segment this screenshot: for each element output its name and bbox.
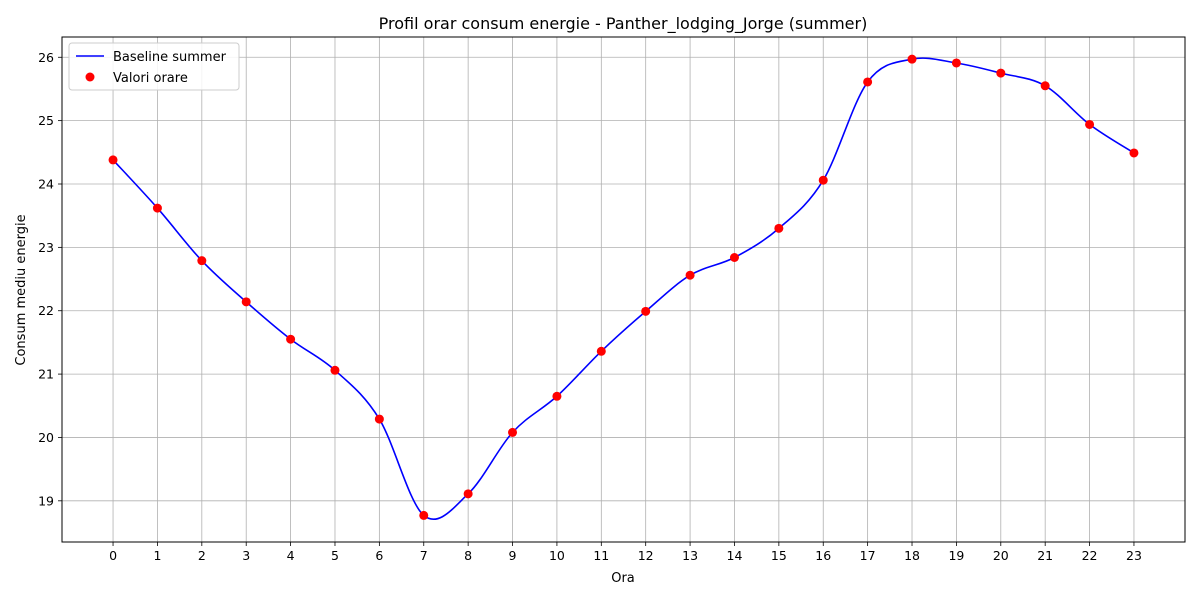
hourly-point bbox=[330, 365, 340, 375]
x-tick-label: 18 bbox=[904, 548, 920, 563]
grid bbox=[62, 37, 1185, 542]
plot-frame bbox=[61, 36, 1186, 543]
x-tick-label: 20 bbox=[993, 548, 1009, 563]
x-tick-label: 12 bbox=[638, 548, 654, 563]
x-tick-label: 0 bbox=[109, 548, 117, 563]
x-tick-label: 2 bbox=[198, 548, 206, 563]
x-tick-label: 17 bbox=[860, 548, 876, 563]
x-tick-label: 3 bbox=[242, 548, 250, 563]
hourly-point bbox=[818, 175, 828, 185]
legend: Baseline summer Valori orare bbox=[68, 42, 240, 91]
hourly-point bbox=[552, 391, 562, 401]
hourly-point bbox=[241, 297, 251, 307]
x-tick-label: 15 bbox=[771, 548, 787, 563]
y-axis-label: Consum mediu energie bbox=[14, 214, 29, 365]
y-tick-label: 23 bbox=[38, 240, 54, 255]
y-tick-label: 19 bbox=[38, 493, 54, 508]
x-axis-ticks: 0 1 2 3 4 5 6 7 8 9 10 11 12 13 14 15 16 17 18 19 20 21 22 23 bbox=[109, 542, 1142, 563]
y-tick-label: 24 bbox=[38, 177, 54, 192]
hourly-point bbox=[729, 253, 739, 263]
x-tick-label: 9 bbox=[509, 548, 517, 563]
baseline-line bbox=[112, 57, 1135, 521]
hourly-point bbox=[152, 203, 162, 213]
hourly-point bbox=[596, 346, 606, 356]
hourly-point bbox=[1040, 81, 1050, 91]
x-tick-label: 16 bbox=[815, 548, 831, 563]
x-tick-label: 4 bbox=[287, 548, 295, 563]
x-tick-label: 1 bbox=[153, 548, 161, 563]
hourly-point bbox=[863, 77, 873, 87]
x-tick-label: 11 bbox=[593, 548, 609, 563]
y-tick-label: 20 bbox=[38, 430, 54, 445]
hourly-point bbox=[419, 510, 429, 520]
x-tick-label: 7 bbox=[420, 548, 428, 563]
hourly-point bbox=[1085, 119, 1095, 129]
hourly-point bbox=[774, 223, 784, 233]
x-tick-label: 6 bbox=[375, 548, 383, 563]
legend-label-baseline: Baseline summer bbox=[113, 50, 227, 65]
x-tick-label: 13 bbox=[682, 548, 698, 563]
x-tick-label: 22 bbox=[1082, 548, 1098, 563]
x-tick-label: 23 bbox=[1126, 548, 1142, 563]
hourly-point bbox=[907, 54, 917, 64]
hourly-point bbox=[374, 414, 384, 424]
x-tick-label: 8 bbox=[464, 548, 472, 563]
x-tick-label: 14 bbox=[727, 548, 743, 563]
legend-box bbox=[68, 42, 240, 91]
y-tick-label: 25 bbox=[38, 113, 54, 128]
hourly-point bbox=[286, 334, 296, 344]
hourly-point bbox=[685, 270, 695, 280]
y-tick-label: 21 bbox=[38, 367, 54, 382]
y-tick-label: 26 bbox=[38, 50, 54, 65]
x-tick-label: 10 bbox=[549, 548, 565, 563]
x-tick-label: 19 bbox=[948, 548, 964, 563]
hourly-point bbox=[508, 427, 518, 437]
legend-point-swatch bbox=[85, 72, 95, 82]
hourly-point bbox=[641, 306, 651, 316]
hourly-point bbox=[996, 68, 1006, 78]
x-axis-label: Ora bbox=[611, 571, 635, 586]
hourly-point bbox=[197, 256, 207, 266]
baseline-series bbox=[112, 57, 1135, 521]
chart-title: Profil orar consum energie - Panther_lod… bbox=[379, 14, 868, 34]
y-axis-ticks: 19 20 21 22 23 24 25 26 bbox=[38, 50, 62, 508]
y-tick-label: 22 bbox=[38, 303, 54, 318]
hourly-point bbox=[463, 489, 473, 499]
x-tick-label: 5 bbox=[331, 548, 339, 563]
hourly-points-series bbox=[108, 54, 1139, 520]
legend-label-points: Valori orare bbox=[113, 71, 188, 86]
x-tick-label: 21 bbox=[1037, 548, 1053, 563]
hourly-point bbox=[1129, 148, 1139, 158]
hourly-point bbox=[951, 58, 961, 68]
hourly-point bbox=[108, 155, 118, 165]
